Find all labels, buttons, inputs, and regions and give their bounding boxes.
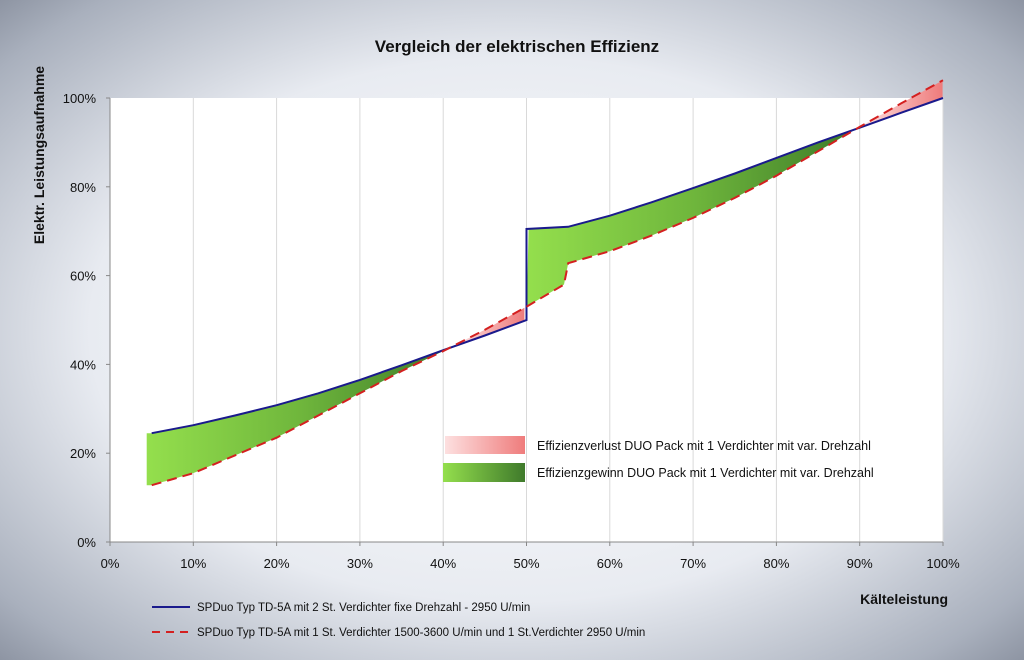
legend-series-solid-label: SPDuo Typ TD-5A mit 2 St. Verdichter fix… bbox=[197, 602, 530, 614]
y-tick-label: 40% bbox=[70, 357, 96, 372]
legend-loss-label: Effizienzverlust DUO Pack mit 1 Verdicht… bbox=[537, 439, 871, 453]
x-tick-label: 70% bbox=[680, 556, 706, 571]
x-tick-label: 20% bbox=[264, 556, 290, 571]
x-tick-labels: 0% 10% 20% 30% 40% 50% 60% 70% 80% 90% 100% bbox=[101, 556, 960, 571]
series-lines bbox=[151, 79, 944, 487]
x-axis-label: Kälteleistung bbox=[860, 591, 948, 607]
y-axis-label: Elektr. Leistungsaufnahme bbox=[31, 66, 47, 244]
legend-gain-swatch bbox=[443, 463, 525, 482]
x-tick-label: 0% bbox=[101, 556, 120, 571]
y-tick-label: 20% bbox=[70, 446, 96, 461]
chart-title: Vergleich der elektrischen Effizienz bbox=[375, 37, 659, 56]
y-tick-label: 80% bbox=[70, 180, 96, 195]
gain-area bbox=[146, 345, 455, 486]
y-tick-label: 60% bbox=[70, 269, 96, 284]
x-tick-label: 80% bbox=[763, 556, 789, 571]
x-tick-label: 90% bbox=[847, 556, 873, 571]
series-dashed-line bbox=[151, 79, 944, 487]
series-solid-line bbox=[151, 97, 944, 435]
legend-series-dashed-label: SPDuo Typ TD-5A mit 1 St. Verdichter 150… bbox=[197, 627, 645, 639]
y-tick-label: 100% bbox=[63, 91, 97, 106]
x-tick-label: 100% bbox=[926, 556, 960, 571]
x-tick-label: 50% bbox=[513, 556, 539, 571]
x-tick-label: 40% bbox=[430, 556, 456, 571]
y-tick-label: 0% bbox=[77, 535, 96, 550]
y-tick-labels: 0% 20% 40% 60% 80% 100% bbox=[63, 91, 97, 550]
x-tick-label: 60% bbox=[597, 556, 623, 571]
x-tick-label: 10% bbox=[180, 556, 206, 571]
legend-gain-label: Effizienzgewinn DUO Pack mit 1 Verdichte… bbox=[537, 466, 874, 480]
x-tick-label: 30% bbox=[347, 556, 373, 571]
legend-loss-swatch bbox=[445, 436, 525, 454]
